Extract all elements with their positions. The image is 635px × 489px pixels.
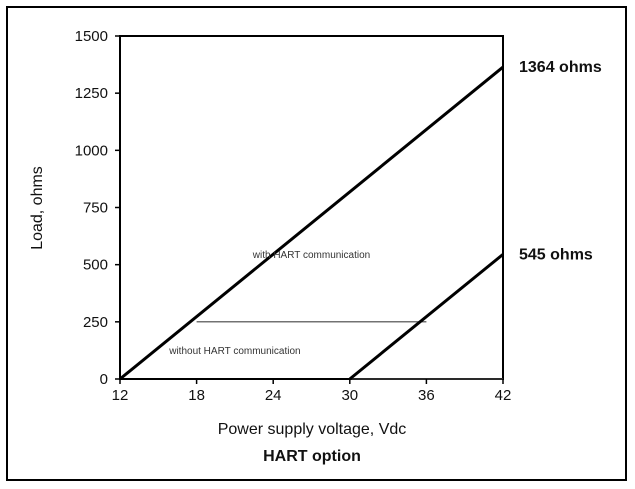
y-axis-title: Load, ohms — [29, 166, 46, 250]
annotations-layer: 1364 ohms 545 ohms with HART communication… — [168, 59, 602, 357]
x-tick-label: 12 — [112, 387, 129, 404]
series-layer — [119, 65, 504, 381]
plot-border — [119, 35, 504, 380]
x-tick-label: 36 — [418, 387, 435, 404]
endpoint-annotation: 545 ohms — [519, 246, 593, 263]
y-tick-label: 1250 — [75, 85, 108, 102]
chart-caption: HART option — [263, 448, 361, 465]
y-tick-label: 1000 — [75, 142, 108, 159]
ticks-layer: 12 18 24 30 36 42 1500 1250 1000 750 500 250 0 — [75, 28, 512, 404]
line-annotation: with HART communication — [252, 250, 370, 261]
plot-area — [119, 35, 504, 380]
x-tick-label: 42 — [495, 387, 512, 404]
x-tick-label: 30 — [341, 387, 358, 404]
x-tick-label: 24 — [265, 387, 282, 404]
x-axis-title: Power supply voltage, Vdc — [218, 421, 407, 438]
chart-frame — [6, 6, 627, 481]
y-tick-label: 0 — [100, 371, 108, 388]
y-tick-label: 500 — [83, 257, 108, 274]
x-tick-label: 18 — [188, 387, 205, 404]
series-line — [348, 253, 504, 381]
endpoint-annotation: 1364 ohms — [519, 59, 602, 76]
y-tick-label: 250 — [83, 314, 108, 331]
y-tick-label: 1500 — [75, 28, 108, 45]
line-annotation: without HART communication — [168, 346, 300, 357]
series-line — [119, 65, 504, 381]
y-tick-label: 750 — [83, 200, 108, 217]
